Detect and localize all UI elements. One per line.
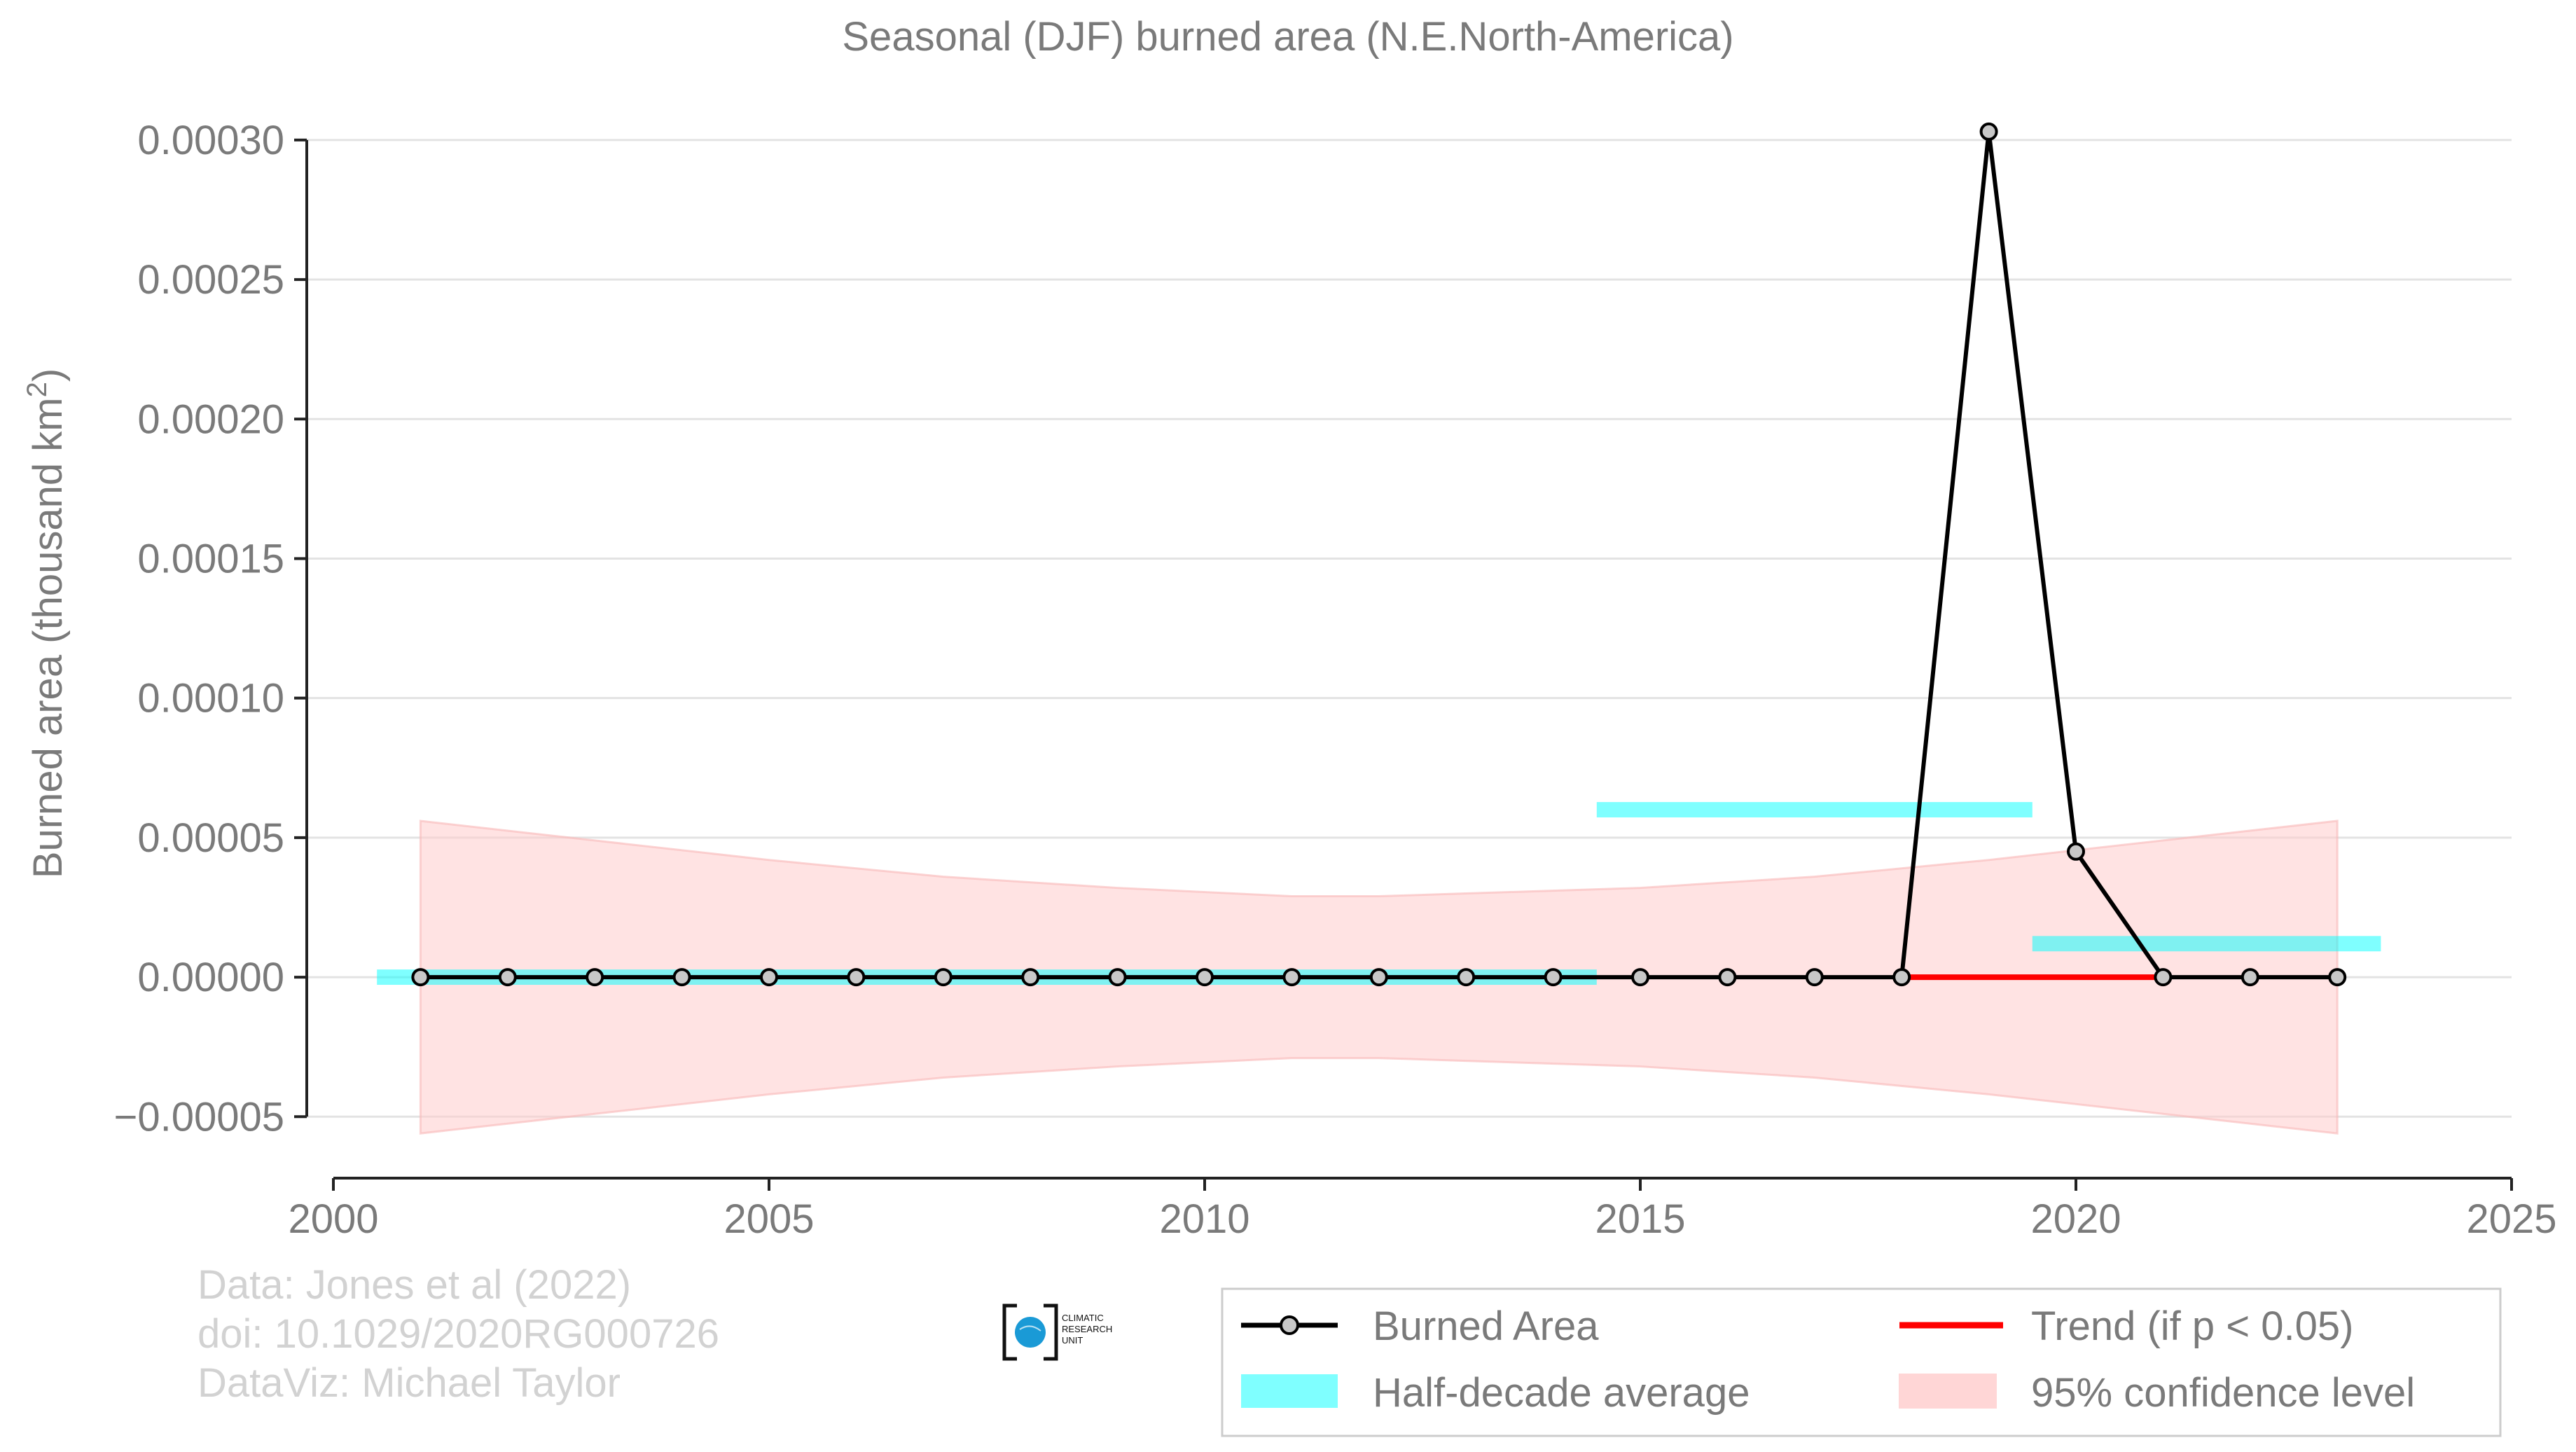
legend-item-burned-area: Burned Area <box>1241 1304 1599 1349</box>
logo-bracket-right <box>1044 1304 1058 1361</box>
burned-area-point-2023 <box>2328 968 2347 987</box>
chart-title: Seasonal (DJF) burned area (N.E.North-Am… <box>842 14 1733 60</box>
legend-item-confidence: 95% confidence level <box>1899 1370 2415 1416</box>
legend-half-decade-patch <box>1241 1374 1338 1408</box>
legend-confidence-patch <box>1899 1374 1997 1409</box>
x-tick-label-0: 2000 <box>288 1196 378 1242</box>
y-tick-label-3: 0.00010 <box>137 676 284 721</box>
y-tick-label-6: 0.00025 <box>137 257 284 303</box>
legend-trend-label: Trend (if p < 0.05) <box>2031 1304 2353 1349</box>
burned-area-point-2011 <box>1282 968 1301 987</box>
legend-burned-area-label: Burned Area <box>1373 1304 1599 1349</box>
burned-area-point-2022 <box>2241 968 2259 987</box>
cru-logo: CLIMATIC RESEARCH UNIT <box>1002 1304 1112 1361</box>
burned-area-point-2015 <box>1631 968 1649 987</box>
burned-area-point-2010 <box>1196 968 1214 987</box>
credit-line-doi: doi: 10.1029/2020RG000726 <box>198 1311 719 1357</box>
burned-area-point-2009 <box>1108 968 1127 987</box>
globe-icon <box>1015 1317 1046 1348</box>
y-axis-label: Burned area (thousand km2) <box>22 368 71 878</box>
y-tick-labels: −0.00005 0.00000 0.00005 0.00010 0.00015 0.00… <box>113 118 284 1140</box>
burned-area-point-2007 <box>934 968 953 987</box>
half-decade-bar-1 <box>1596 802 2033 817</box>
burned-area-point-2018 <box>1892 968 1911 987</box>
x-tick-label-2: 2010 <box>1159 1196 1249 1242</box>
burned-area-point-2013 <box>1457 968 1476 987</box>
burned-area-point-2005 <box>760 968 778 987</box>
burned-area-point-2008 <box>1021 968 1040 987</box>
legend: Burned Area Trend (if p < 0.05) Half-dec… <box>1221 1287 2502 1437</box>
legend-frame <box>1221 1287 2502 1437</box>
burned-area-point-2014 <box>1544 968 1563 987</box>
x-tick-label-3: 2015 <box>1595 1196 1685 1242</box>
burned-area-point-2021 <box>2154 968 2173 987</box>
legend-burned-area-marker <box>1280 1315 1299 1335</box>
burned-area-point-2016 <box>1718 968 1737 987</box>
legend-confidence-label: 95% confidence level <box>2031 1370 2415 1416</box>
logo-text-2: RESEARCH <box>1062 1324 1112 1334</box>
credit-line-data: Data: Jones et al (2022) <box>198 1262 631 1308</box>
burned-area-point-2003 <box>586 968 604 987</box>
burned-area-point-2004 <box>672 968 691 987</box>
y-tick-label-0: −0.00005 <box>113 1094 284 1140</box>
legend-half-decade-label: Half-decade average <box>1373 1370 1750 1416</box>
credits: Data: Jones et al (2022) doi: 10.1029/20… <box>198 1262 719 1406</box>
burned-area-point-2017 <box>1805 968 1824 987</box>
x-tick-label-4: 2020 <box>2030 1196 2121 1242</box>
burned-area-series <box>411 122 2347 987</box>
burned-area-line <box>420 131 2338 980</box>
x-tick-label-1: 2005 <box>723 1196 814 1242</box>
burned-area-point-2020 <box>2067 842 2085 861</box>
y-tick-label-4: 0.00015 <box>137 536 284 581</box>
y-tick-label-7: 0.00030 <box>137 118 284 163</box>
logo-bracket-left <box>1002 1304 1017 1361</box>
y-tick-label-5: 0.00020 <box>137 396 284 442</box>
axes <box>294 138 2513 1191</box>
y-tick-label-1: 0.00000 <box>137 955 284 1000</box>
burned-area-point-2001 <box>411 968 430 987</box>
x-tick-labels: 2000 2005 2010 2015 2020 2025 <box>288 1196 2556 1242</box>
logo-text-3: UNIT <box>1062 1335 1083 1346</box>
legend-item-trend: Trend (if p < 0.05) <box>1899 1304 2353 1349</box>
burned-area-point-2002 <box>498 968 517 987</box>
legend-item-half-decade: Half-decade average <box>1241 1370 1750 1416</box>
globe-highlight <box>1019 1325 1041 1332</box>
burned-area-point-2019 <box>1979 122 1998 141</box>
burned-area-point-2006 <box>847 968 866 987</box>
half-decade-bar-2 <box>2032 936 2381 952</box>
burned-area-point-2012 <box>1369 968 1388 987</box>
x-tick-label-5: 2025 <box>2466 1196 2556 1242</box>
y-tick-label-2: 0.00005 <box>137 815 284 861</box>
credit-line-dataviz: DataViz: Michael Taylor <box>198 1360 621 1406</box>
logo-text-1: CLIMATIC <box>1062 1313 1104 1323</box>
